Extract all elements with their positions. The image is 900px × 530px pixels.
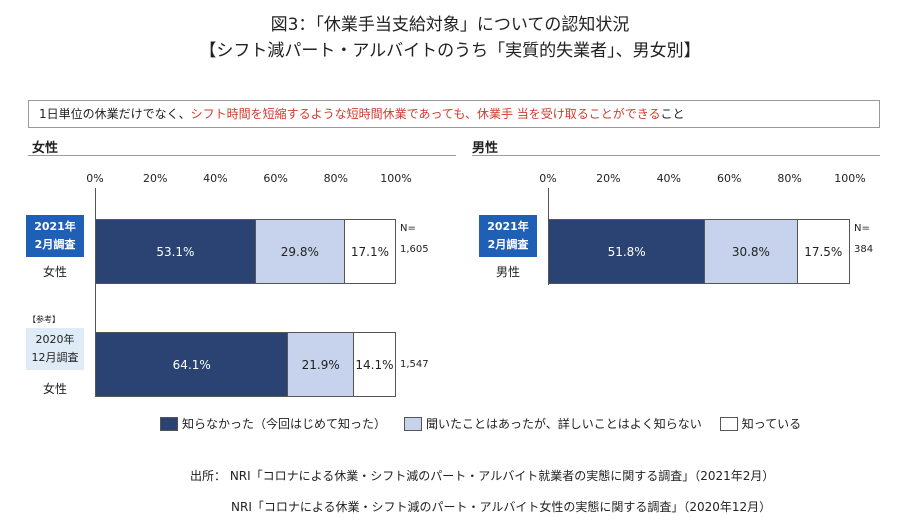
chart-subtitle: 【シフト減パート・アルバイトのうち「実質的失業者」、男女別】 [199, 41, 701, 61]
panel-title: 男性 [472, 141, 499, 156]
n-label: N= [400, 223, 416, 234]
legend: 知らなかった（今回はじめて知った） 聞いたことはあったが、詳しいことはよく知らな… [160, 415, 819, 432]
tick-label: 20% [142, 172, 168, 185]
bar-segment: 14.1% [352, 333, 395, 396]
bar-segment: 64.1% [96, 333, 288, 396]
bar-segment: 17.1% [343, 220, 395, 283]
survey-badge: 2021年 2月調査 [26, 215, 84, 257]
tick-label: 0% [539, 172, 557, 185]
y-axis-line [95, 188, 96, 397]
legend-item-heard: 聞いたことはあったが、詳しいことはよく知らない [404, 415, 702, 432]
stacked-bar: 64.1% 21.9% 14.1% [95, 332, 396, 397]
data-label: 29.8% [280, 244, 319, 259]
panel-divider [472, 155, 880, 156]
tick-label: 60% [263, 172, 288, 185]
note-text-3: こと [660, 107, 685, 121]
legend-label: 知らなかった（今回はじめて知った） [182, 417, 387, 431]
tick-label: 100% [834, 172, 866, 185]
data-label: 51.8% [607, 244, 646, 259]
legend-item-unaware: 知らなかった（今回はじめて知った） [160, 415, 386, 432]
n-value: 1,605 [400, 244, 429, 255]
bar-segment: 30.8% [704, 220, 797, 283]
bar-segment: 29.8% [254, 220, 344, 283]
data-label: 53.1% [156, 244, 195, 259]
data-label: 14.1% [355, 357, 394, 372]
condition-note: 1日単位の休業だけでなく、シフト時間を短縮するような短時間休業であっても、休業手… [28, 100, 880, 128]
tick-label: 60% [716, 172, 742, 185]
tick-label: 0% [86, 172, 104, 185]
legend-label: 知っている [741, 417, 802, 431]
group-label: 女性 [42, 382, 67, 396]
survey-badge: 2021年 2月調査 [479, 215, 537, 257]
bar-segment: 21.9% [287, 333, 353, 396]
data-label: 17.1% [350, 244, 389, 259]
group-label: 女性 [42, 265, 67, 279]
tick-label: 20% [596, 172, 621, 185]
note-text-highlight: シフト時間を短縮するような短時間休業であっても、休業手 当を受け取ることができる [190, 107, 661, 121]
legend-swatch [719, 416, 738, 431]
panel-title: 女性 [32, 141, 59, 156]
legend-label: 聞いたことはあったが、詳しいことはよく知らない [426, 417, 702, 431]
tick-label: 40% [203, 172, 228, 185]
tick-label: 80% [777, 172, 802, 185]
legend-swatch [160, 416, 178, 431]
tick-label: 100% [380, 172, 412, 185]
stacked-bar: 53.1% 29.8% 17.1% [95, 219, 396, 284]
survey-badge: 2020年 12月調査 [26, 328, 84, 370]
data-label: 17.5% [804, 244, 843, 259]
n-value: 1,547 [400, 359, 429, 370]
data-label: 64.1% [172, 357, 211, 372]
legend-item-aware: 知っている [719, 415, 802, 432]
reference-tag: 【参考】 [28, 315, 60, 324]
panel-divider [28, 155, 456, 156]
tick-label: 40% [656, 172, 682, 185]
n-value: 384 [854, 244, 874, 255]
legend-swatch [404, 416, 423, 431]
source-line-1: 出所： NRI「コロナによる休業・シフト減のパート・アルバイト就業者の実態に関す… [190, 469, 775, 483]
bar-segment: 51.8% [549, 220, 705, 283]
n-label: N= [854, 223, 870, 234]
tick-label: 80% [323, 172, 349, 185]
data-label: 21.9% [301, 357, 340, 372]
data-label: 30.8% [731, 244, 770, 259]
bar-segment: 53.1% [96, 220, 255, 283]
group-label: 男性 [495, 265, 520, 279]
source-line-2: NRI「コロナによる休業・シフト減のパート・アルバイト女性の実態に関する調査」（… [231, 500, 772, 514]
chart-title: 図3：「休業手当支給対象」についての認知状況 [270, 15, 630, 35]
note-text-1: 1日単位の休業だけでなく、 [39, 107, 191, 121]
stacked-bar: 51.8% 30.8% 17.5% [548, 219, 850, 284]
bar-segment: 17.5% [796, 220, 849, 283]
